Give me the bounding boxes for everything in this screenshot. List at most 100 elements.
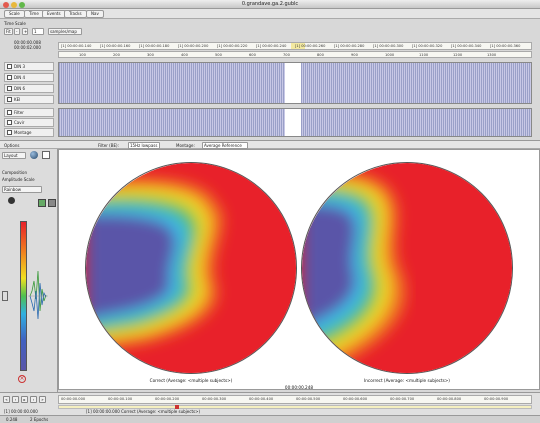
sample-tick: 1200	[453, 53, 463, 57]
cavir-row[interactable]: Cavir	[4, 118, 54, 127]
step-back-icon[interactable]: ‹	[12, 396, 19, 403]
checkbox-icon[interactable]	[7, 64, 12, 69]
checkbox-icon[interactable]	[7, 86, 12, 91]
sample-tick: 1100	[419, 53, 429, 57]
map-caption-incorrect: Incorrect (Average: <multiple subjects>)	[364, 378, 450, 383]
tab-nav[interactable]: Nav	[86, 10, 104, 18]
step-forward-icon[interactable]: ›	[30, 396, 37, 403]
checkbox-icon[interactable]	[7, 75, 12, 80]
overview-tick: 00:00:00.300	[202, 397, 227, 401]
minimize-window-button[interactable]	[11, 2, 17, 8]
tab-tracks[interactable]: Tracks	[64, 10, 87, 18]
colorbar	[20, 221, 27, 371]
checkbox-icon[interactable]	[7, 120, 12, 125]
filter-label: Filter (BE):	[98, 143, 119, 148]
ruler-tick: [1] 00:00:00.160	[100, 44, 131, 48]
ruler-tick: [1] 00:00:00.280	[334, 44, 365, 48]
position-readout-short: [1] 00:00:00.000	[4, 409, 38, 414]
ruler-tick: [1] 00:00:00.260	[295, 44, 326, 48]
sample-ruler[interactable]: 100 200 300 400 500 600 700 800 900 1000…	[58, 51, 532, 58]
topomap-correct[interactable]	[85, 162, 297, 374]
globe-icon[interactable]	[30, 151, 38, 159]
overview-strip[interactable]	[58, 405, 532, 409]
sample-tick: 700	[283, 53, 290, 57]
bottom-navigator: « ‹ ▸ › » 00:00:00.000 00:00:00.100 00:0…	[0, 392, 540, 423]
channel-label-kei[interactable]: KEI	[4, 95, 54, 104]
colormap-select[interactable]: Rainbow	[2, 186, 42, 193]
overview-cursor[interactable]	[175, 405, 179, 409]
filter-select[interactable]: 15Hz lowpass	[128, 142, 160, 149]
camera-icon[interactable]	[38, 199, 46, 207]
checkbox-icon[interactable]	[7, 130, 12, 135]
overview-tick: 00:00:00.400	[249, 397, 274, 401]
position-readout: [1] 00:00:00.000 Correct (Average: <mult…	[86, 409, 201, 414]
overview-tick: 00:00:00.900	[484, 397, 509, 401]
channel-label-din4[interactable]: DIN 4	[4, 73, 54, 82]
close-window-button[interactable]	[3, 2, 9, 8]
ruler-tick: [1] 00:00:00.140	[61, 44, 92, 48]
channel-label-din6[interactable]: DIN 6	[4, 84, 54, 93]
zoom-out-button[interactable]: -	[14, 28, 20, 35]
topomap-incorrect[interactable]	[301, 162, 513, 374]
ruler-tick: [1] 00:00:00.180	[139, 44, 170, 48]
sample-tick: 200	[113, 53, 120, 57]
clear-icon[interactable]: ×	[18, 375, 26, 383]
head-icon[interactable]	[8, 197, 15, 204]
amplitude-scale-label[interactable]: Amplitude Scale	[2, 177, 35, 182]
window-title: 0.grandave.ga.2.gublc	[241, 1, 299, 7]
status-zoom: 0.248	[6, 417, 18, 422]
start-time: 00:00:00.008	[14, 40, 41, 45]
sample-tick: 1300	[487, 53, 497, 57]
ruler-tick: [1] 00:00:00.300	[373, 44, 404, 48]
composition-label[interactable]: Composition	[2, 170, 27, 175]
rewind-icon[interactable]: «	[3, 396, 10, 403]
channel-label-din3[interactable]: DIN 3	[4, 62, 54, 71]
overview-tick: 00:00:00.100	[108, 397, 133, 401]
sample-tick: 400	[181, 53, 188, 57]
cursor-time: 00:00:00.248	[284, 385, 314, 390]
zoom-value-field[interactable]: 1	[32, 28, 44, 35]
sample-tick: 800	[317, 53, 324, 57]
zoom-in-button[interactable]: +	[22, 28, 28, 35]
sample-tick: 300	[147, 53, 154, 57]
tab-scale[interactable]: Scale	[4, 10, 25, 18]
zoom-window-button[interactable]	[19, 2, 25, 8]
end-time: 00:00:02.000	[14, 45, 41, 50]
checkbox-icon[interactable]	[7, 97, 12, 102]
sample-tick: 100	[79, 53, 86, 57]
filter-tracks[interactable]	[58, 108, 532, 137]
ruler-tick: [1] 00:00:00.200	[178, 44, 209, 48]
cursor-gap	[285, 63, 301, 103]
overview-ruler[interactable]: 00:00:00.000 00:00:00.100 00:00:00.200 0…	[58, 395, 532, 404]
time-scale-label: Time Scale	[4, 21, 26, 26]
ruler-tick: [1] 00:00:00.320	[412, 44, 443, 48]
tab-time[interactable]: Time	[24, 10, 44, 18]
time-ruler[interactable]: [1] 00:00:00.140 [1] 00:00:00.160 [1] 00…	[58, 42, 532, 50]
tab-events[interactable]: Events	[42, 10, 66, 18]
map-caption-correct: Correct (Average: <multiple subjects>)	[149, 378, 233, 383]
amplitude-slider-handle[interactable]	[2, 291, 8, 301]
cursor-gap	[285, 109, 301, 136]
view-2d-icon[interactable]	[42, 151, 50, 159]
status-epochs: 2 Epochs	[30, 417, 49, 422]
montage-label: Montage:	[176, 143, 195, 148]
montage-row[interactable]: Montage	[4, 128, 54, 137]
fit-button[interactable]: Fit	[4, 28, 13, 35]
units-select[interactable]: samples/map	[48, 28, 82, 35]
sample-tick: 500	[215, 53, 222, 57]
montage-select[interactable]: Average Reference	[202, 142, 248, 149]
ruler-tick: [1] 00:00:00.360	[490, 44, 521, 48]
fast-forward-icon[interactable]: »	[39, 396, 46, 403]
play-icon[interactable]: ▸	[21, 396, 28, 403]
overview-tick: 00:00:00.500	[296, 397, 321, 401]
overview-tick: 00:00:00.800	[437, 397, 462, 401]
channel-tracks[interactable]	[58, 62, 532, 104]
checkbox-icon[interactable]	[7, 110, 12, 115]
overview-tick: 00:00:00.700	[390, 397, 415, 401]
filter-row[interactable]: Filter	[4, 108, 54, 117]
sample-tick: 1000	[385, 53, 395, 57]
ruler-cursor[interactable]	[291, 43, 305, 49]
butterfly-plot	[28, 221, 48, 371]
settings-icon[interactable]	[48, 199, 56, 207]
layout-button[interactable]: Layout	[2, 152, 26, 159]
